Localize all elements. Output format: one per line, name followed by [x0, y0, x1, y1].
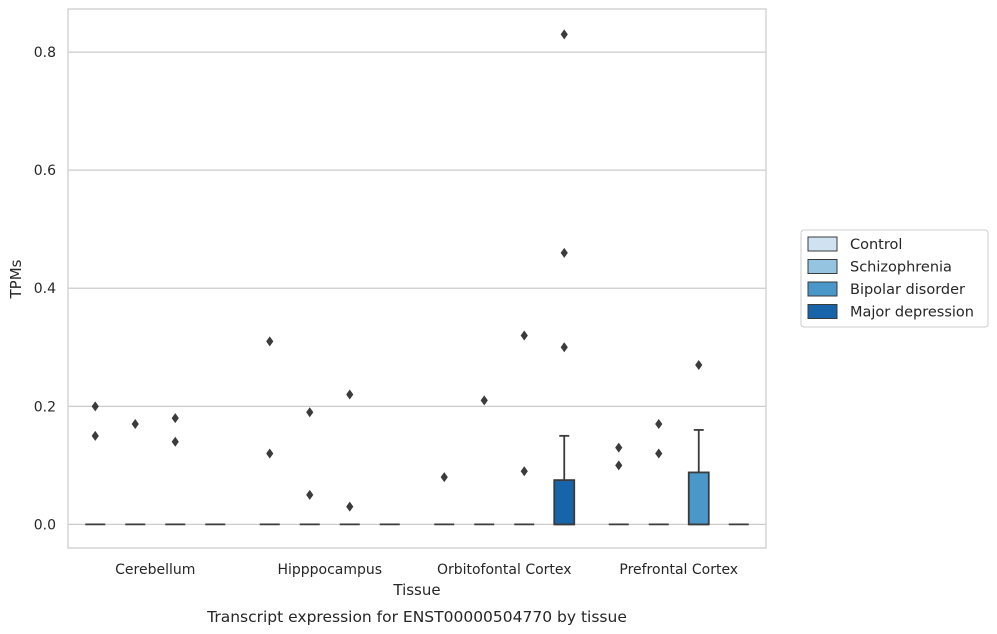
y-tick-label: 0.8: [34, 45, 56, 61]
y-axis-label: TPMs: [7, 259, 25, 299]
outlier-point: [171, 413, 179, 424]
legend-item: Bipolar disorder: [807, 281, 965, 298]
outlier-point: [266, 336, 274, 347]
legend-item: Control: [807, 236, 902, 253]
y-tick-label: 0.4: [34, 281, 56, 297]
outlier-point: [655, 448, 663, 459]
outlier-point: [266, 448, 274, 459]
outlier-point: [615, 460, 623, 471]
y-tick-label: 0.2: [34, 399, 56, 415]
legend-label: Major depression: [850, 305, 974, 321]
x-tick-label: Prefrontal Cortex: [619, 562, 738, 578]
outlier-point: [346, 501, 354, 512]
outlier-point: [91, 401, 99, 412]
legend-swatch: [807, 259, 838, 274]
outlier-point: [306, 489, 314, 500]
x-tick-label: Orbitofontal Cortex: [437, 562, 572, 578]
outlier-point: [655, 419, 663, 430]
legend-label: Bipolar disorder: [850, 282, 965, 298]
y-axis-ticks: 0.0 0.2 0.4 0.6 0.8: [34, 45, 56, 533]
box-major-depression: [553, 434, 576, 526]
legend-swatch: [807, 236, 838, 252]
legend-swatch: [807, 281, 838, 297]
outlier-point: [346, 389, 354, 400]
legend-item: Schizophrenia: [807, 259, 952, 276]
legend-frame: [800, 229, 989, 328]
x-axis-ticks: Cerebellum Hipppocampus Orbitofontal Corte…: [115, 562, 738, 578]
outlier-point: [131, 419, 139, 430]
x-tick-label: Cerebellum: [115, 562, 195, 578]
legend-swatch: [807, 304, 838, 319]
plot-area-frame: [67, 8, 767, 549]
y-tick-label: 0.6: [34, 163, 56, 179]
outlier-point: [306, 407, 314, 418]
legend-label: Schizophrenia: [850, 260, 952, 276]
outlier-point: [480, 395, 488, 406]
outlier-point: [560, 342, 568, 353]
legend-label: Control: [850, 237, 902, 253]
outlier-point: [615, 442, 623, 453]
y-tick-label: 0.0: [34, 517, 56, 533]
box-bipolar-disorder: [687, 429, 710, 526]
x-axis-label: Tissue: [392, 581, 440, 599]
legend: Control Schizophrenia Bipolar disorder Majo…: [800, 229, 989, 328]
legend-items: Control Schizophrenia Bipolar disorder Majo…: [807, 236, 974, 321]
legend-item: Major depression: [807, 304, 974, 321]
box-body: [553, 479, 576, 526]
outlier-point: [520, 466, 528, 477]
outlier-point: [695, 359, 703, 370]
outlier-point: [440, 472, 448, 483]
outlier-point: [91, 430, 99, 441]
box-body: [687, 471, 710, 526]
outlier-point: [560, 247, 568, 258]
x-tick-label: Hipppocampus: [277, 562, 382, 578]
outlier-point: [560, 29, 568, 40]
boxes: [85, 429, 749, 526]
outlier-point: [171, 436, 179, 447]
outlier-point: [520, 330, 528, 341]
outliers: [91, 29, 703, 512]
chart-caption: Transcript expression for ENST0000050477…: [206, 608, 627, 626]
